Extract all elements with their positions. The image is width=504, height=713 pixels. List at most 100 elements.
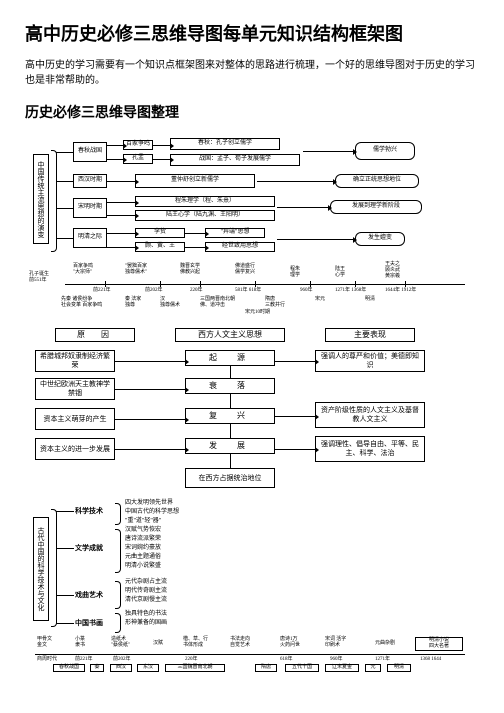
d3-item: 明清小说繁盛 [125, 563, 161, 570]
d1-l1b: 西汉时期 [73, 174, 107, 188]
d1-tl-dyn: 先秦 诸侯纷争 社会变革 百家争鸣 [61, 297, 102, 309]
d3-tl-year: 1271年 [375, 657, 390, 663]
d1-l1a: 春秋战国 [73, 142, 107, 162]
d1-l1d2r: 经世致用思想 [205, 242, 275, 252]
section-subtitle: 历史必修三思维导图整理 [25, 102, 479, 122]
intro-text: 高中历史的学习需要有一个知识点框架图来对整体的思路进行梳理，一个好的思维导图对于… [25, 58, 479, 88]
d2-left: 资本主义萌芽的产生 [35, 408, 115, 430]
d3-b2: 文学成就 [75, 544, 103, 552]
d1-l1cR: 发展到理学新阶段 [330, 200, 422, 214]
d1-tl-dyn: 三国两晋南北朝 佛、道冲击 [200, 297, 235, 309]
d3-tl-year: 1368 1644 [420, 657, 441, 663]
d3-item: 明代传奇剧主流 [125, 588, 167, 595]
d3-b4: 中国书画 [75, 619, 103, 627]
d3-tl-dyn: 明清 [387, 664, 411, 672]
d1-l1a2: 孔孟 [123, 154, 153, 164]
d1-tl-item: 程朱 理学 [290, 267, 300, 279]
d2-hdr-m: 西方人文主义思想 [175, 328, 285, 342]
d2-right: 强调人的尊严和价值；美德即知识 [315, 350, 425, 372]
d2-left: 资本主义的进一步发展 [35, 438, 115, 460]
d1-tl-year: 1644年 1912年 [385, 288, 416, 294]
d3-item: 汉赋气势恢宏 [125, 527, 161, 534]
d2-left: 中世纪欧洲天主教神学禁锢 [35, 378, 115, 400]
d1-l1d1: 李贽 [135, 228, 185, 238]
d3-item: 元曲主题通俗 [125, 554, 161, 561]
d3-tl-year: 商周时代 [37, 657, 57, 663]
d1-l1c: 宋明时期 [73, 198, 107, 218]
d3-tl-dyn: 秦 [90, 664, 104, 672]
d3-tl-top: 汉赋 [153, 641, 163, 647]
d2-hdr-r: 主要表现 [325, 328, 415, 342]
d1-tl-year: 1271年 1368年 [335, 288, 366, 294]
d1-tl-year: 220年 [190, 288, 203, 294]
d1-tl-year: 前202年 [145, 288, 163, 294]
d2-right: 强调理性、倡导自由、平等、民主、科学、法治 [315, 436, 425, 462]
diagram-3: 古代中国的科学技术与文化 科学技术 文学成就 戏曲艺术 中国书画 四大发明领先世… [25, 499, 479, 674]
d3-tl-top: 宋词 活字 印刷术 [325, 637, 346, 649]
d3-item: 宋词婉约豪放 [125, 545, 161, 552]
d3-item: 形神兼备的国画 [125, 620, 167, 627]
d3-tl-top: 书法走向 自觉艺术 [230, 637, 250, 649]
d1-l1d1r: "异端"思想 [205, 228, 265, 238]
d2-right: 资产阶级性质的人文主义及基督教人文主义 [315, 402, 425, 428]
d1-l1a1t: 春秋：孔子创立儒学 [170, 138, 280, 150]
d1-l1bR: 确立正统思想地位 [335, 174, 419, 188]
d2-mid: 衰 落 [185, 378, 275, 394]
d3-b1: 科学技术 [75, 507, 103, 515]
d1-tl-item: "罢黜百家 独尊儒术" [125, 264, 147, 276]
d1-tl-left: 孔子诞生 前551年 [29, 272, 65, 284]
d1-l1a2t: 战国：孟子、荀子发展儒学 [170, 154, 300, 166]
diagram-2: 原 因 西方人文主义思想 主要表现 希腊城邦奴隶制经济繁荣 中世纪欧洲天主教神学… [25, 328, 479, 493]
d1-tl-bottom: 宋元10时期 [245, 310, 270, 316]
d3-tl-dyn: 东汉 [137, 664, 159, 672]
d1-tl-year: 960年 [300, 288, 313, 294]
d3-item: "重"道"轻"器" [125, 518, 161, 525]
d1-tl-item: 百家争鸣 "大宗师" [73, 264, 93, 276]
d1-tl-item: 王夫之 顾炎武 黄宗羲 [385, 262, 400, 280]
d3-tl-year: 前221年 [75, 657, 93, 663]
d3-tl-top: 小篆 隶书 [75, 637, 85, 649]
d3-root: 古代中国的科学技术与文化 [33, 517, 49, 621]
d1-tl-dyn: 汉 独尊儒术 [160, 297, 180, 309]
d1-tl-item: 佛道盛行 儒学复兴 [235, 264, 255, 276]
d2-mid: 发 展 [185, 438, 275, 454]
diagram-1: 中国传统主流思想的演变 春秋战国 西汉时期 宋明时期 明清之际 百家争鸣 孔孟 … [25, 132, 479, 322]
d1-l1a1: 百家争鸣 [123, 140, 153, 150]
d1-tl-year: 前221年 [93, 288, 111, 294]
d3-tl-year: 前202年 [113, 657, 131, 663]
d3-tl-dyn: 五代十国 [285, 664, 319, 672]
d2-left: 希腊城邦奴隶制经济繁荣 [35, 350, 115, 372]
d3-tl-top: 明清小说 四大名著 [415, 637, 463, 651]
d2-hdr-l: 原 因 [55, 328, 135, 342]
d3-item: 四大发明领先世界 [125, 500, 173, 507]
d3-tl-top: 元曲杂剧 [375, 641, 395, 647]
d1-l1aR: 儒学勃兴 [355, 142, 415, 160]
d1-tl-item: 魏晋玄学 佛教兴起 [180, 264, 200, 276]
d3-tl-top: 甲骨文 金文 [37, 637, 52, 649]
d1-l1dR: 发生嬗变 [355, 232, 405, 246]
d1-tl-year: 581年 618年 [235, 288, 261, 294]
d1-tl-dyn: 宋元 [315, 297, 325, 303]
d1-tl-item: 陆王 心学 [335, 267, 345, 279]
d3-item: 独具特色的书法 [125, 611, 167, 618]
d3-tl-dyn: 辽宋夏金 [325, 664, 359, 672]
d3-tl-top: 楷、草、行 书体形成 [183, 637, 208, 649]
d3-item: 元代杂剧占主流 [125, 579, 167, 586]
d1-l1bt: 董仲舒创立新儒学 [135, 174, 255, 188]
d3-tl-dyn: 春秋战国 [53, 664, 85, 672]
d1-l1d2: 顾、黄、王 [135, 242, 185, 252]
d1-tl-dyn: 明清 [365, 297, 375, 303]
d2-mid: 在西方占据统治地位 [185, 468, 275, 488]
d3-tl-dyn: 元 [365, 664, 381, 672]
d3-tl-year: 220年 [185, 657, 198, 663]
d3-item: 清代京剧慢主流 [125, 597, 167, 604]
page-title: 高中历史必修三思维导图每单元知识结构框架图 [25, 20, 479, 46]
d3-tl-top: 造纸术 "蔡侯纸" [111, 637, 130, 649]
d1-tl-dyn: 隋唐 三教并行 [265, 297, 285, 309]
d3-tl-year: 960年 [330, 657, 343, 663]
d1-l1c2: 陆王心学（陆九渊、王阳明） [135, 210, 275, 221]
d3-tl-dyn: 三国魏晋南北朝 [165, 664, 225, 672]
d3-b3: 戏曲艺术 [75, 591, 103, 599]
d2-mid: 复 兴 [185, 408, 275, 424]
d3-tl-dyn: 隋唐 [255, 664, 277, 672]
